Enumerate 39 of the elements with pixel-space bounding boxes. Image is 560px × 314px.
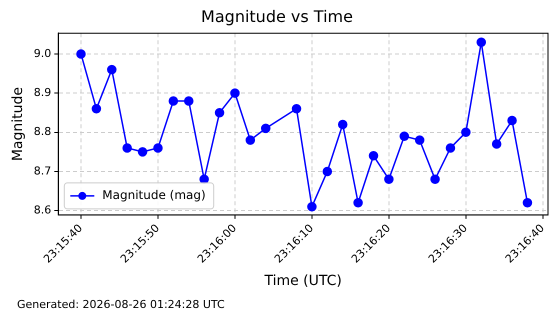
point <box>430 174 440 184</box>
point <box>461 128 471 138</box>
x-axis-title: Time (UTC) <box>263 273 342 290</box>
point <box>246 135 256 145</box>
point <box>138 147 148 157</box>
y-axis-title: Magnitude <box>10 86 26 162</box>
point <box>507 116 517 126</box>
point <box>184 96 194 106</box>
point <box>153 143 163 153</box>
point <box>522 198 532 208</box>
chart-title: Magnitude vs Time <box>201 6 353 26</box>
y-tick-label: 8.9 <box>34 86 52 99</box>
point <box>168 96 178 106</box>
point <box>260 124 270 134</box>
point <box>368 151 378 161</box>
point <box>292 104 302 114</box>
point <box>414 135 424 145</box>
point <box>92 104 102 114</box>
point <box>122 143 132 153</box>
point <box>446 143 456 153</box>
point <box>76 49 86 59</box>
y-tick-label: 8.8 <box>34 125 52 138</box>
point <box>230 88 240 98</box>
point <box>214 108 224 118</box>
point <box>199 174 209 184</box>
point <box>476 37 486 47</box>
y-tick-label: 8.6 <box>34 203 52 216</box>
point <box>400 131 410 141</box>
point <box>353 198 363 208</box>
point <box>338 120 348 130</box>
point <box>492 139 502 149</box>
point <box>107 64 117 74</box>
text: Generated: 2026-08-26 01:24:28 UTC <box>17 298 225 311</box>
point <box>384 174 394 184</box>
point <box>322 166 332 176</box>
y-tick-label: 9.0 <box>34 46 52 60</box>
legend-label: Magnitude (mag) <box>102 188 206 202</box>
y-tick-label: 8.7 <box>34 164 52 178</box>
point <box>307 202 317 212</box>
